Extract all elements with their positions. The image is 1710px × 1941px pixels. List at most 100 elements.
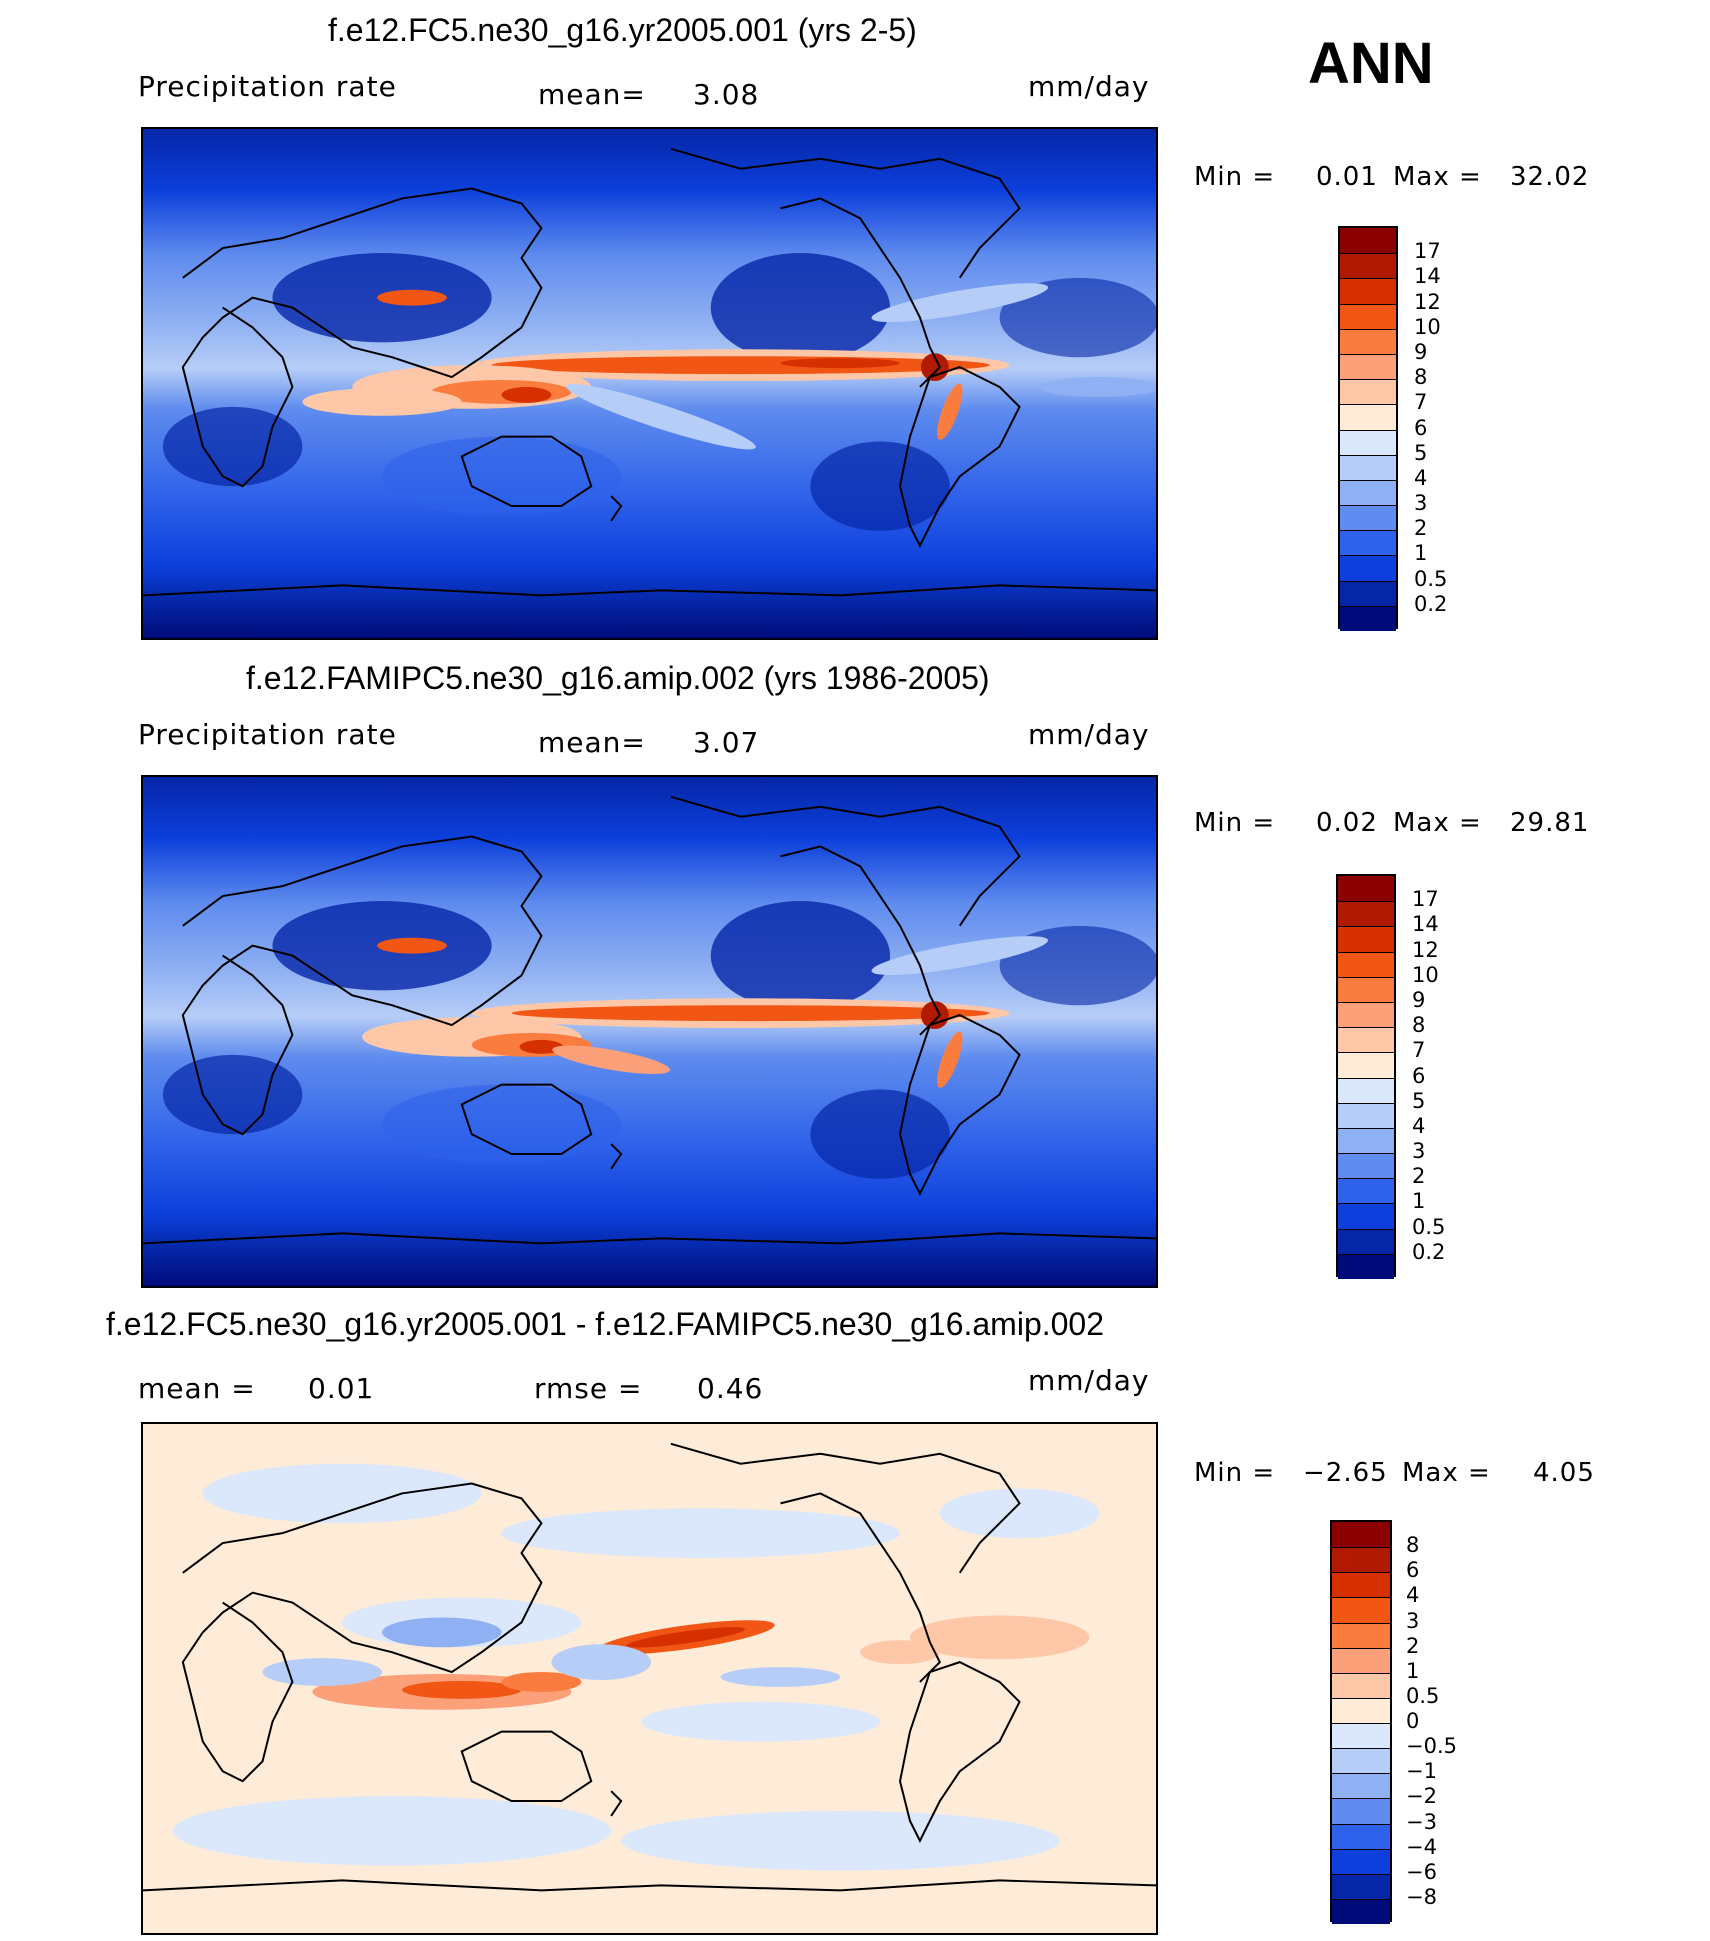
colorbar-tick-label: 8: [1412, 1013, 1426, 1038]
colorbar-tick-label: 7: [1414, 390, 1428, 415]
colorbar-cell: [1340, 429, 1396, 455]
colorbar-cell: [1332, 1522, 1390, 1548]
colorbar-cell: [1340, 454, 1396, 480]
colorbar-cell: [1338, 1052, 1394, 1078]
colorbar-cell: [1332, 1622, 1390, 1648]
colorbar-cell: [1340, 328, 1396, 354]
colorbar-cell: [1340, 479, 1396, 506]
season-label: ANN: [1308, 31, 1434, 96]
colorbar-cell: [1338, 876, 1394, 902]
colorbar-tick-label: 10: [1414, 314, 1441, 339]
colorbar-tick-label: 17: [1414, 239, 1441, 264]
colorbar-tick-label: 0.2: [1412, 1239, 1446, 1264]
colorbar-tick-label: −0.5: [1406, 1734, 1457, 1759]
panel-units: mm/day: [1028, 70, 1150, 103]
colorbar-tick-label: −1: [1406, 1759, 1437, 1784]
colorbar-cell: [1332, 1773, 1390, 1799]
colorbar-cell: [1340, 228, 1396, 254]
colorbar-tick-label: 0.5: [1412, 1214, 1446, 1239]
colorbar-tick-label: 5: [1414, 440, 1428, 465]
colorbar-test: [1338, 226, 1398, 631]
max-value-control: 29.81: [1510, 808, 1590, 838]
panel-mean-label: mean=: [538, 78, 646, 111]
min-label-test: Min =: [1194, 162, 1276, 192]
colorbar-cell: [1338, 1001, 1394, 1028]
colorbar-tick-label: 14: [1414, 264, 1441, 289]
colorbar-cell: [1338, 1203, 1394, 1229]
precip-map-control-field: [143, 777, 1156, 1286]
diff-rmse-label: rmse =: [534, 1372, 643, 1405]
colorbar-difference: [1330, 1520, 1392, 1924]
precip-map-difference-field: [143, 1424, 1156, 1933]
colorbar-cell: [1338, 976, 1394, 1002]
precip-map-test-field: [143, 129, 1156, 638]
colorbar-cell: [1340, 505, 1396, 531]
colorbar-tick-label: 12: [1412, 937, 1439, 962]
panel-units: mm/day: [1028, 718, 1150, 751]
colorbar-tick-label: −6: [1406, 1859, 1437, 1884]
colorbar-cell: [1332, 1547, 1390, 1573]
panel-field-label: Precipitation rate: [138, 70, 397, 103]
colorbar-cell: [1332, 1697, 1390, 1723]
colorbar-tick-label: 4: [1406, 1583, 1420, 1608]
colorbar-cell: [1332, 1672, 1390, 1698]
colorbar-tick-label: 1: [1406, 1658, 1420, 1683]
max-label-difference: Max =: [1402, 1458, 1491, 1488]
min-value-difference: −2.65: [1303, 1458, 1388, 1488]
colorbar-tick-label: 6: [1414, 415, 1428, 440]
colorbar-cell: [1332, 1848, 1390, 1874]
colorbar-cell: [1332, 1798, 1390, 1824]
colorbar-cell: [1340, 379, 1396, 405]
colorbar-cell: [1340, 353, 1396, 380]
colorbar-cell: [1338, 1102, 1394, 1128]
min-value-control: 0.02: [1316, 808, 1378, 838]
colorbar-cell: [1338, 1127, 1394, 1154]
colorbar-cell: [1340, 605, 1396, 631]
panel-title-difference: f.e12.FC5.ne30_g16.yr2005.001 - f.e12.FA…: [106, 1306, 1105, 1342]
diff-rmse-value: 0.46: [697, 1372, 764, 1405]
colorbar-tick-label: 4: [1412, 1113, 1426, 1138]
colorbar-cell: [1332, 1823, 1390, 1849]
colorbar-cell: [1340, 278, 1396, 304]
min-label-difference: Min =: [1194, 1458, 1276, 1488]
max-label-control: Max =: [1393, 808, 1482, 838]
colorbar-tick-label: −2: [1406, 1784, 1437, 1809]
diff-mean-label: mean =: [138, 1372, 256, 1405]
colorbar-cell: [1332, 1572, 1390, 1598]
colorbar-tick-label: −8: [1406, 1884, 1437, 1909]
colorbar-cell: [1338, 1027, 1394, 1053]
colorbar-cell: [1340, 404, 1396, 430]
panel-mean-value: 3.08: [693, 78, 760, 111]
colorbar-tick-label: 17: [1412, 887, 1439, 912]
colorbar-tick-label: 2: [1412, 1164, 1426, 1189]
min-label-control: Min =: [1194, 808, 1276, 838]
panel-units: mm/day: [1028, 1364, 1150, 1397]
colorbar-cell: [1340, 253, 1396, 279]
min-value-test: 0.01: [1316, 162, 1378, 192]
colorbar-cell: [1340, 530, 1396, 556]
colorbar-tick-label: 2: [1406, 1633, 1420, 1658]
colorbar-cell: [1332, 1873, 1390, 1899]
colorbar-tick-label: 0: [1406, 1709, 1420, 1733]
colorbar-cell: [1338, 1253, 1394, 1279]
colorbar-cell: [1332, 1597, 1390, 1623]
colorbar-cell: [1332, 1898, 1390, 1924]
colorbar-cell: [1338, 1153, 1394, 1179]
colorbar-tick-label: 1: [1412, 1189, 1426, 1214]
colorbar-tick-label: −4: [1406, 1834, 1437, 1859]
colorbar-cell: [1340, 303, 1396, 329]
colorbar-cell: [1338, 901, 1394, 927]
colorbar-tick-label: 10: [1412, 962, 1439, 987]
colorbar-tick-label: 5: [1412, 1088, 1426, 1113]
panel-title-test: f.e12.FC5.ne30_g16.yr2005.001 (yrs 2-5): [328, 12, 917, 48]
colorbar-cell: [1340, 580, 1396, 606]
colorbar-cell: [1338, 1228, 1394, 1254]
colorbar-tick-label: 3: [1412, 1139, 1426, 1164]
precip-map-difference: [141, 1422, 1158, 1935]
colorbar-cell: [1338, 951, 1394, 977]
colorbar-tick-label: 4: [1414, 465, 1428, 490]
panel-mean-label: mean=: [538, 726, 646, 759]
colorbar-tick-label: 12: [1414, 289, 1441, 314]
colorbar-cell: [1338, 1178, 1394, 1204]
panel-mean-value: 3.07: [693, 726, 760, 759]
